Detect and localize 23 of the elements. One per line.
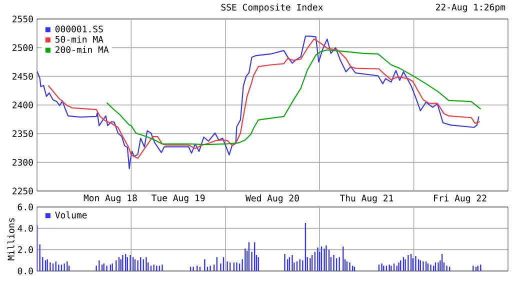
legend-label: 200-min MA (56, 46, 109, 54)
legend-label: 50-min MA (56, 36, 104, 43)
y-tick-label: 2550 (12, 16, 33, 22)
y-tick-label: 2250 (12, 188, 33, 194)
y-tick-label: 4.0 (18, 224, 33, 232)
y-tick-label: 2500 (12, 44, 33, 52)
x-tick-label: Tue Aug 19 (152, 194, 205, 204)
y-tick-label: 2350 (12, 130, 33, 138)
y-tick-label: 0.0 (18, 268, 33, 274)
y-tick-label: 2400 (12, 102, 33, 108)
chart-title: SSE Composite Index (221, 4, 323, 12)
y-tick-label: 2.0 (18, 246, 33, 254)
x-tick-label: Mon Aug 18 (84, 194, 137, 204)
y-tick-label: 2300 (12, 158, 33, 166)
legend-label: 000001.SS (55, 26, 103, 32)
x-tick-label: Thu Aug 21 (340, 194, 394, 204)
chart-subtitle: 22-Aug 1:26pm (436, 4, 506, 12)
x-tick-label: Wed Aug 20 (246, 194, 299, 204)
y-tick-label: 2450 (12, 72, 33, 80)
x-tick-label: Fri Aug 22 (434, 194, 486, 204)
y-axis-title: Millions (7, 218, 14, 260)
y-tick-label: 6.0 (18, 204, 33, 210)
legend-label: Volume (55, 211, 87, 218)
